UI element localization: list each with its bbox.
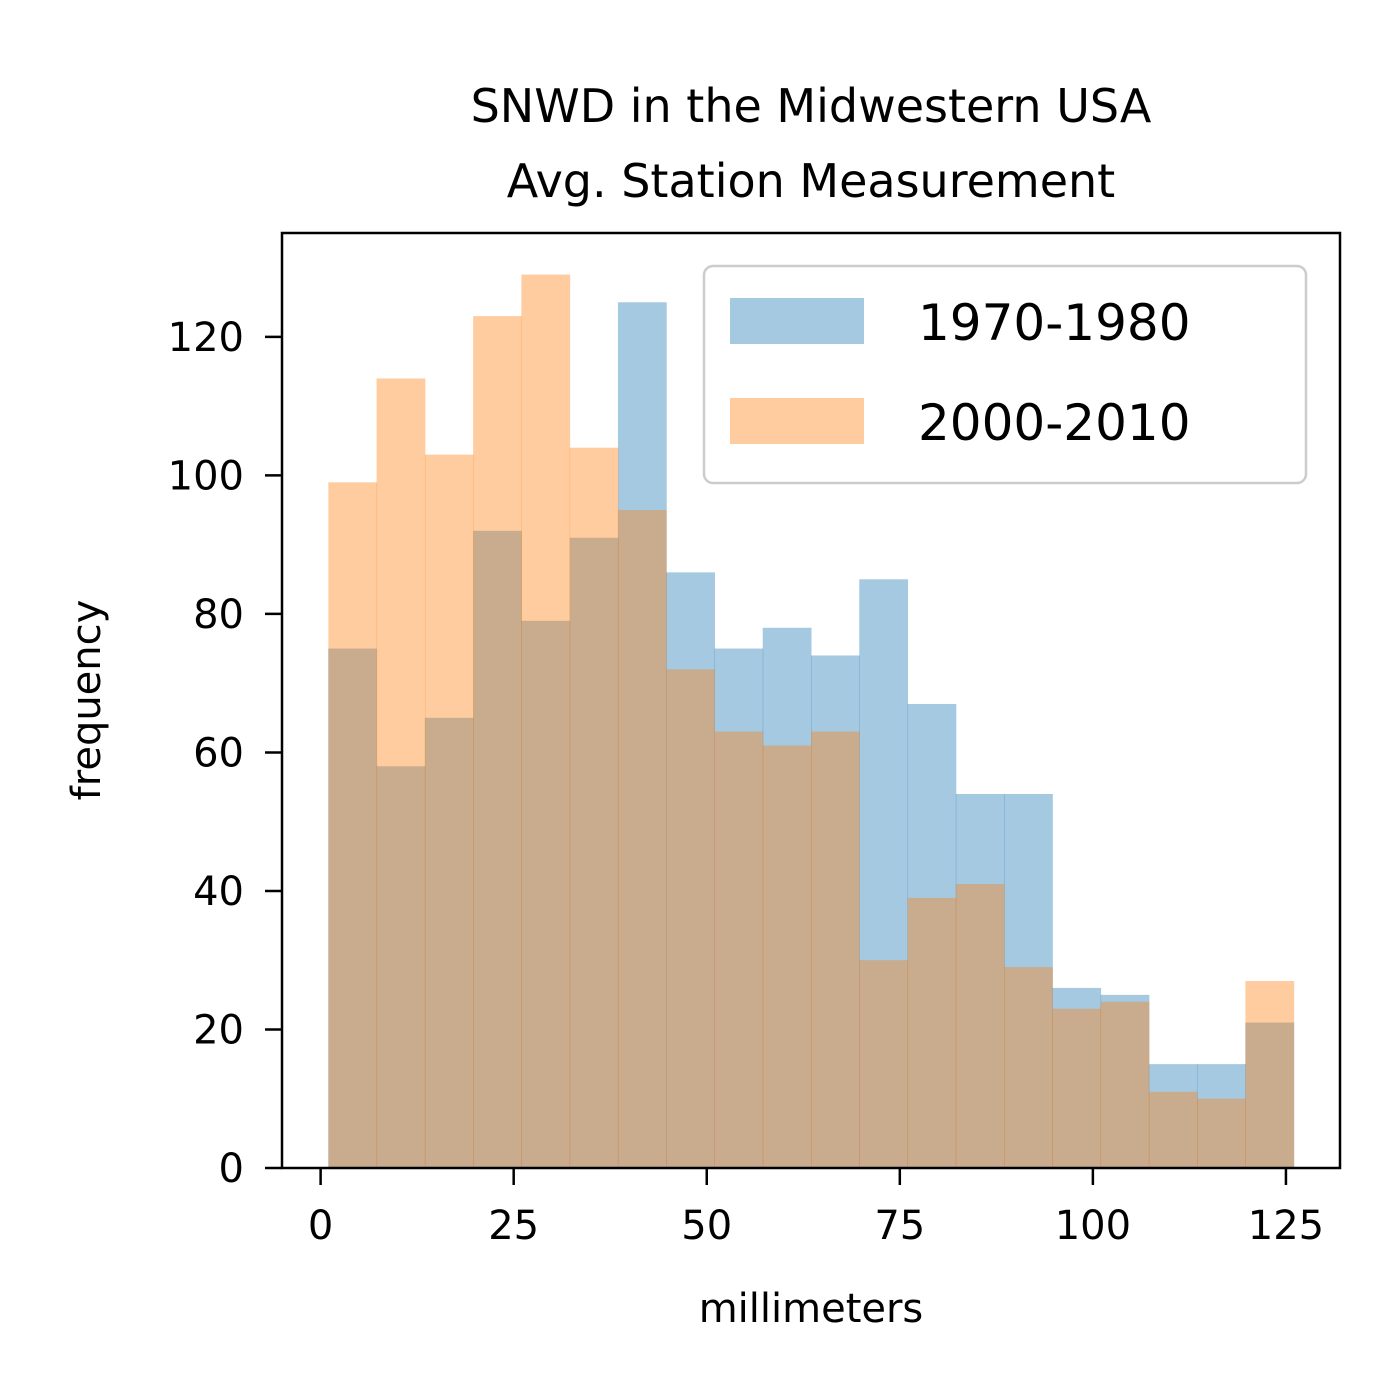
bar-1970-1980-bin-17 xyxy=(1148,1064,1198,1168)
bar-2000-2010-bin-13 xyxy=(955,884,1005,1168)
plot-area-frame xyxy=(280,231,1342,1170)
bar-2000-2010-bin-10 xyxy=(811,731,860,1168)
chart-title-line-1: SNWD in the Midwestern USA xyxy=(471,79,1152,133)
y-tick-label: 100 xyxy=(168,453,244,499)
bar-1970-1980-bin-15 xyxy=(1052,987,1102,1168)
bar-1970-1980-bin-7 xyxy=(666,572,715,1168)
bar-1970-1980-bin-3 xyxy=(473,530,522,1168)
bar-1970-1980-bin-12 xyxy=(907,703,957,1168)
y-tick-label: 80 xyxy=(193,592,244,638)
bar-1970-1980-bin-13 xyxy=(955,794,1005,1168)
bar-2000-2010-bin-1 xyxy=(376,378,426,1168)
bar-2000-2010-bin-5 xyxy=(569,447,619,1168)
legend-label-2000-2010: 2000-2010 xyxy=(918,394,1191,452)
y-tick-label: 40 xyxy=(193,869,244,915)
y-axis: 0 20 40 60 80 100 120 xyxy=(168,315,282,1192)
legend-box xyxy=(702,264,1308,485)
legend-swatch-2000-2010 xyxy=(730,398,864,444)
bar-1970-1980-bin-9 xyxy=(762,627,812,1168)
x-tick-label: 0 xyxy=(308,1203,333,1249)
bar-2000-2010-bin-19 xyxy=(1245,981,1295,1168)
bar-2000-2010-bin-3 xyxy=(473,316,522,1169)
bar-2000-2010-bin-7 xyxy=(666,669,715,1168)
x-tick-label: 125 xyxy=(1248,1203,1324,1249)
bar-2000-2010-bin-2 xyxy=(424,454,474,1168)
bar-1970-1980-bin-0 xyxy=(328,648,378,1168)
series-1970-1980 xyxy=(328,302,1295,1168)
y-tick-label: 120 xyxy=(168,315,244,361)
bar-1970-1980-bin-5 xyxy=(569,537,619,1168)
bar-2000-2010-bin-11 xyxy=(859,960,909,1168)
bar-2000-2010-bin-16 xyxy=(1100,1001,1150,1168)
bar-1970-1980-bin-18 xyxy=(1197,1064,1246,1168)
bar-2000-2010-bin-0 xyxy=(328,482,378,1168)
x-tick-label: 100 xyxy=(1055,1203,1131,1249)
bar-1970-1980-bin-4 xyxy=(521,620,571,1168)
x-tick-label: 50 xyxy=(681,1203,732,1249)
legend: 1970-1980 2000-2010 xyxy=(702,264,1308,485)
bar-1970-1980-bin-2 xyxy=(424,717,474,1168)
bar-2000-2010-bin-17 xyxy=(1148,1091,1198,1168)
bar-1970-1980-bin-6 xyxy=(617,302,667,1168)
x-axis: 0 25 50 75 100 125 xyxy=(308,1168,1324,1249)
histogram-bars xyxy=(328,274,1295,1169)
bar-2000-2010-bin-14 xyxy=(1004,967,1053,1168)
x-axis-label: millimeters xyxy=(699,1286,924,1332)
chart-title: SNWD in the Midwestern USA Avg. Station … xyxy=(471,79,1152,208)
y-tick-label: 60 xyxy=(193,730,244,776)
bar-1970-1980-bin-19 xyxy=(1245,1022,1295,1168)
x-tick-label: 75 xyxy=(874,1203,925,1249)
legend-swatch-1970-1980 xyxy=(730,298,864,344)
y-axis-label: frequency xyxy=(64,600,110,801)
bar-2000-2010-bin-12 xyxy=(907,897,957,1168)
bar-1970-1980-bin-11 xyxy=(859,579,909,1168)
bar-2000-2010-bin-6 xyxy=(617,510,667,1168)
chart-title-line-2: Avg. Station Measurement xyxy=(507,154,1115,208)
bar-2000-2010-bin-4 xyxy=(521,274,571,1168)
legend-label-1970-1980: 1970-1980 xyxy=(918,294,1191,352)
bar-1970-1980-bin-14 xyxy=(1004,794,1053,1168)
bar-2000-2010-bin-8 xyxy=(714,731,764,1168)
y-tick-label: 0 xyxy=(219,1146,244,1192)
series-2000-2010 xyxy=(328,274,1295,1169)
bar-2000-2010-bin-18 xyxy=(1197,1098,1246,1168)
y-tick-label: 20 xyxy=(193,1007,244,1053)
bar-1970-1980-bin-16 xyxy=(1100,994,1150,1168)
x-tick-label: 25 xyxy=(488,1203,539,1249)
bar-1970-1980-bin-10 xyxy=(811,655,860,1168)
bar-2000-2010-bin-9 xyxy=(762,745,812,1168)
bar-1970-1980-bin-8 xyxy=(714,648,764,1168)
bar-1970-1980-bin-1 xyxy=(376,766,426,1168)
bar-2000-2010-bin-15 xyxy=(1052,1008,1102,1168)
